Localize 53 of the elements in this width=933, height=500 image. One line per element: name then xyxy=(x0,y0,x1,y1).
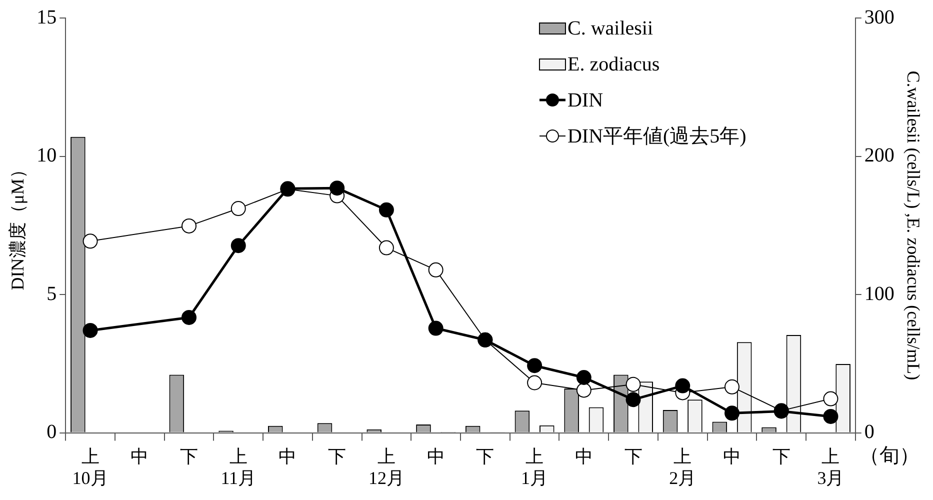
x-tick-label: 中 xyxy=(426,446,445,466)
y-tick-label: 10 xyxy=(36,144,57,167)
x-tick-label: 中 xyxy=(130,446,149,466)
point xyxy=(527,358,542,374)
x-tick-label: 下 xyxy=(180,446,198,466)
point xyxy=(576,382,592,398)
point xyxy=(527,375,542,390)
x-tick-label: 中 xyxy=(574,446,593,466)
x-tick-label: 下 xyxy=(624,446,642,466)
point xyxy=(428,262,444,278)
x-tick-label: 中 xyxy=(278,446,297,466)
point xyxy=(724,406,740,421)
point xyxy=(182,218,197,234)
point xyxy=(230,238,246,254)
x-tick-label: 下 xyxy=(476,446,494,466)
x-tick-label: 上 3月 xyxy=(817,446,844,488)
point xyxy=(230,201,246,216)
x-tick-label: 下 xyxy=(328,446,346,466)
y2-tick-label: 0 xyxy=(864,421,874,444)
x-axis-title: （旬） xyxy=(859,445,920,468)
x-tick-label: 上 2月 xyxy=(669,446,696,488)
x-tick-label: 上 1月 xyxy=(521,446,548,488)
point xyxy=(330,180,345,196)
x-tick-label: 中 xyxy=(722,446,741,466)
y-axis-title: DIN濃度（μM） xyxy=(8,160,28,290)
y2-tick-label: 200 xyxy=(864,144,894,167)
y-tick-label: 15 xyxy=(36,6,57,28)
x-tick-label: 上 10月 xyxy=(72,446,108,488)
legend-label: C. wailesii xyxy=(567,17,654,40)
y2-tick-label: 300 xyxy=(864,6,894,28)
point xyxy=(82,322,98,338)
point xyxy=(82,234,98,249)
point xyxy=(378,202,394,218)
point xyxy=(626,392,641,408)
legend-label: DIN平年値(過去5年) xyxy=(567,125,746,148)
point xyxy=(428,320,444,336)
point xyxy=(576,370,592,385)
y2-axis-title: C.wailesii (cells/L) ,E. zodiacus (cells/mL) xyxy=(903,70,924,380)
point xyxy=(724,379,740,394)
legend-label: DIN xyxy=(567,89,604,112)
x-tick-label: 上 12月 xyxy=(368,446,404,488)
x-tick-label: 下 xyxy=(772,446,790,466)
point xyxy=(823,408,838,424)
y-tick-label: 0 xyxy=(46,421,57,444)
point xyxy=(823,391,838,406)
point xyxy=(675,378,690,394)
x-tick-label: 上 11月 xyxy=(220,446,256,488)
point xyxy=(378,240,394,256)
point xyxy=(182,310,197,325)
point xyxy=(626,376,641,392)
y-tick-label: 5 xyxy=(46,282,57,305)
y2-tick-label: 100 xyxy=(864,282,894,305)
legend-label: E. zodiacus xyxy=(567,53,660,76)
